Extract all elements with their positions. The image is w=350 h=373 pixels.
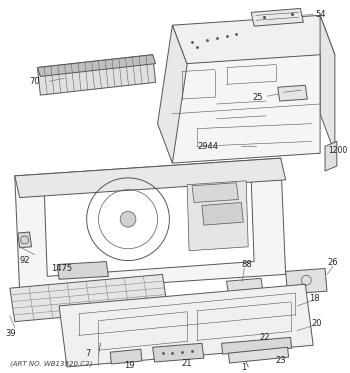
- Polygon shape: [153, 343, 204, 362]
- Text: 26: 26: [327, 258, 338, 267]
- Text: 23: 23: [276, 355, 286, 364]
- Text: 70: 70: [29, 77, 40, 86]
- Polygon shape: [37, 55, 156, 95]
- Polygon shape: [251, 9, 303, 26]
- Polygon shape: [286, 269, 327, 294]
- Polygon shape: [37, 55, 156, 76]
- Polygon shape: [44, 178, 254, 276]
- Polygon shape: [158, 25, 187, 163]
- Polygon shape: [172, 55, 320, 163]
- Polygon shape: [192, 183, 238, 203]
- Text: 20: 20: [311, 319, 322, 328]
- Text: 39: 39: [5, 329, 15, 338]
- Polygon shape: [187, 181, 248, 251]
- Polygon shape: [226, 278, 263, 294]
- Polygon shape: [320, 15, 335, 153]
- Text: 1: 1: [241, 363, 246, 372]
- Text: (ART NO. WB13920 C2): (ART NO. WB13920 C2): [10, 360, 92, 367]
- Text: 7: 7: [86, 349, 91, 358]
- Text: 54: 54: [315, 10, 326, 19]
- Text: 92: 92: [20, 256, 30, 265]
- Polygon shape: [15, 158, 286, 198]
- Polygon shape: [222, 338, 292, 354]
- Text: 18: 18: [309, 294, 320, 303]
- Polygon shape: [325, 141, 337, 171]
- Text: 88: 88: [241, 260, 252, 269]
- Polygon shape: [15, 158, 286, 292]
- Text: 25: 25: [252, 93, 262, 101]
- Polygon shape: [172, 15, 335, 65]
- Polygon shape: [229, 347, 289, 363]
- Text: 2944: 2944: [197, 142, 218, 151]
- Text: 21: 21: [181, 360, 192, 369]
- Text: 19: 19: [124, 361, 135, 370]
- Polygon shape: [18, 232, 32, 248]
- Polygon shape: [10, 275, 167, 322]
- Polygon shape: [202, 203, 243, 225]
- Text: 1200: 1200: [328, 146, 347, 155]
- Polygon shape: [59, 284, 313, 367]
- Polygon shape: [278, 85, 307, 101]
- Circle shape: [120, 211, 136, 227]
- Text: 1475: 1475: [51, 264, 72, 273]
- Polygon shape: [110, 349, 142, 364]
- Polygon shape: [57, 261, 108, 279]
- Text: 22: 22: [259, 333, 270, 342]
